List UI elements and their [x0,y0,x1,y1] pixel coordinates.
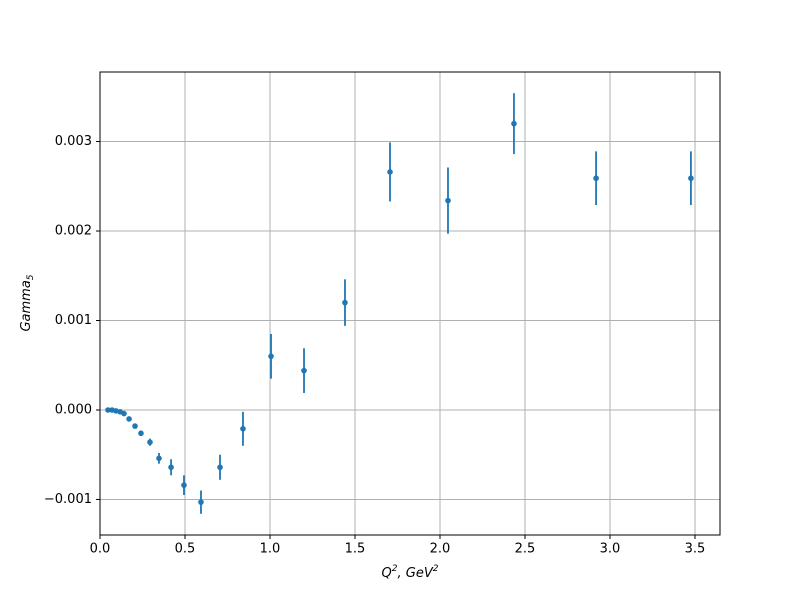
point [217,464,223,471]
x-tick-label: 1.5 [345,542,366,557]
y-tick-label: −0.001 [44,492,92,507]
point [126,416,132,422]
y-tick-label: 0.002 [55,224,92,239]
y-label-sub: 5 [26,274,36,280]
point [156,455,162,462]
point [132,423,138,429]
x-tick-label: 3.0 [600,542,621,557]
x-tick-label: 0.0 [90,542,111,557]
point [181,482,187,488]
plot-frame [99,71,721,536]
x-tick-label: 2.5 [515,542,536,557]
x-axis-label: Q2, GeV2 [382,564,439,581]
x-label-sup: 2 [433,564,439,574]
point [688,175,694,182]
point [268,353,274,360]
point [342,299,348,306]
x-label-part: , GeV [398,566,434,581]
y-tick-label: 0.001 [55,313,92,328]
point [138,430,144,437]
x-label-sup: 2 [392,564,398,574]
point [121,410,127,417]
point [147,439,153,446]
x-tick-label: 2.0 [430,542,451,557]
point [387,169,393,175]
point [240,425,246,432]
point [198,499,204,505]
y-tick-label: 0.003 [55,134,92,149]
x-tick-label: 1.0 [260,542,281,557]
point [445,197,451,204]
point [105,407,111,413]
x-tick-label: 3.5 [685,542,706,557]
point [593,175,599,182]
x-tick-label: 0.5 [175,542,196,557]
y-label-part: Gamma [19,280,34,331]
y-axis-label: Gamma5 [19,274,36,331]
point [301,367,307,374]
point [511,120,517,127]
x-label-part: Q [382,566,392,581]
y-tick-label: 0.000 [55,402,92,417]
point [168,464,174,471]
